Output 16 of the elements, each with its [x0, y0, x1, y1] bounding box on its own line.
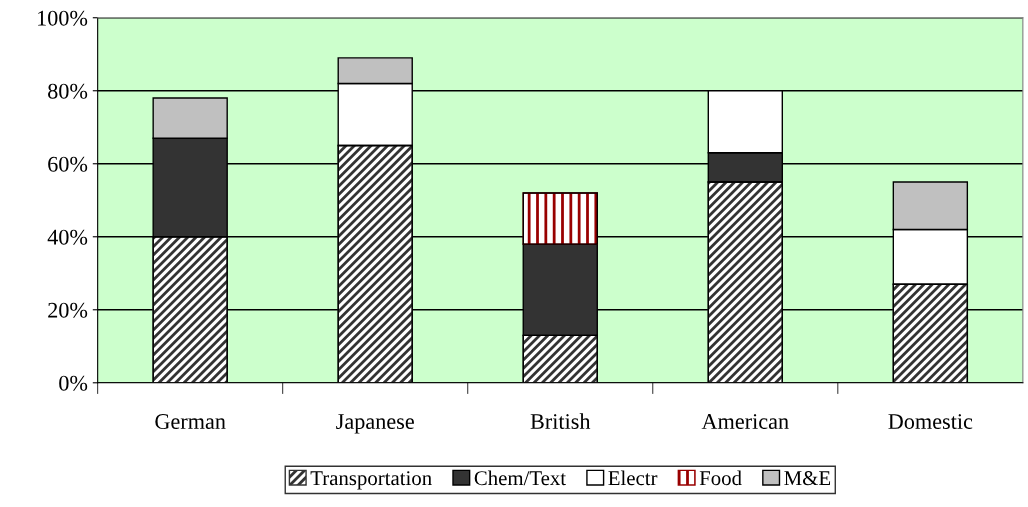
- y-tick-label: 80%: [48, 83, 88, 99]
- y-tick-label: 60%: [48, 156, 88, 172]
- x-tick-label: British: [530, 413, 591, 429]
- legend-label: Transportation: [310, 471, 432, 490]
- legend-label: Food: [699, 470, 742, 486]
- legend-label: Electr: [608, 470, 658, 486]
- x-tick-label: Japanese: [336, 414, 414, 434]
- x-tick-label: German: [155, 414, 226, 429]
- x-tick-label: American: [701, 414, 789, 429]
- y-tick-label: 40%: [47, 229, 88, 245]
- legend-label: Chem/Text: [474, 470, 566, 486]
- y-tick-label: 0%: [59, 375, 88, 391]
- y-tick-label: 20%: [48, 302, 88, 318]
- y-tick-label: 100%: [38, 10, 88, 26]
- legend-label: M&E: [784, 471, 831, 486]
- x-tick-label: Domestic: [888, 414, 973, 429]
